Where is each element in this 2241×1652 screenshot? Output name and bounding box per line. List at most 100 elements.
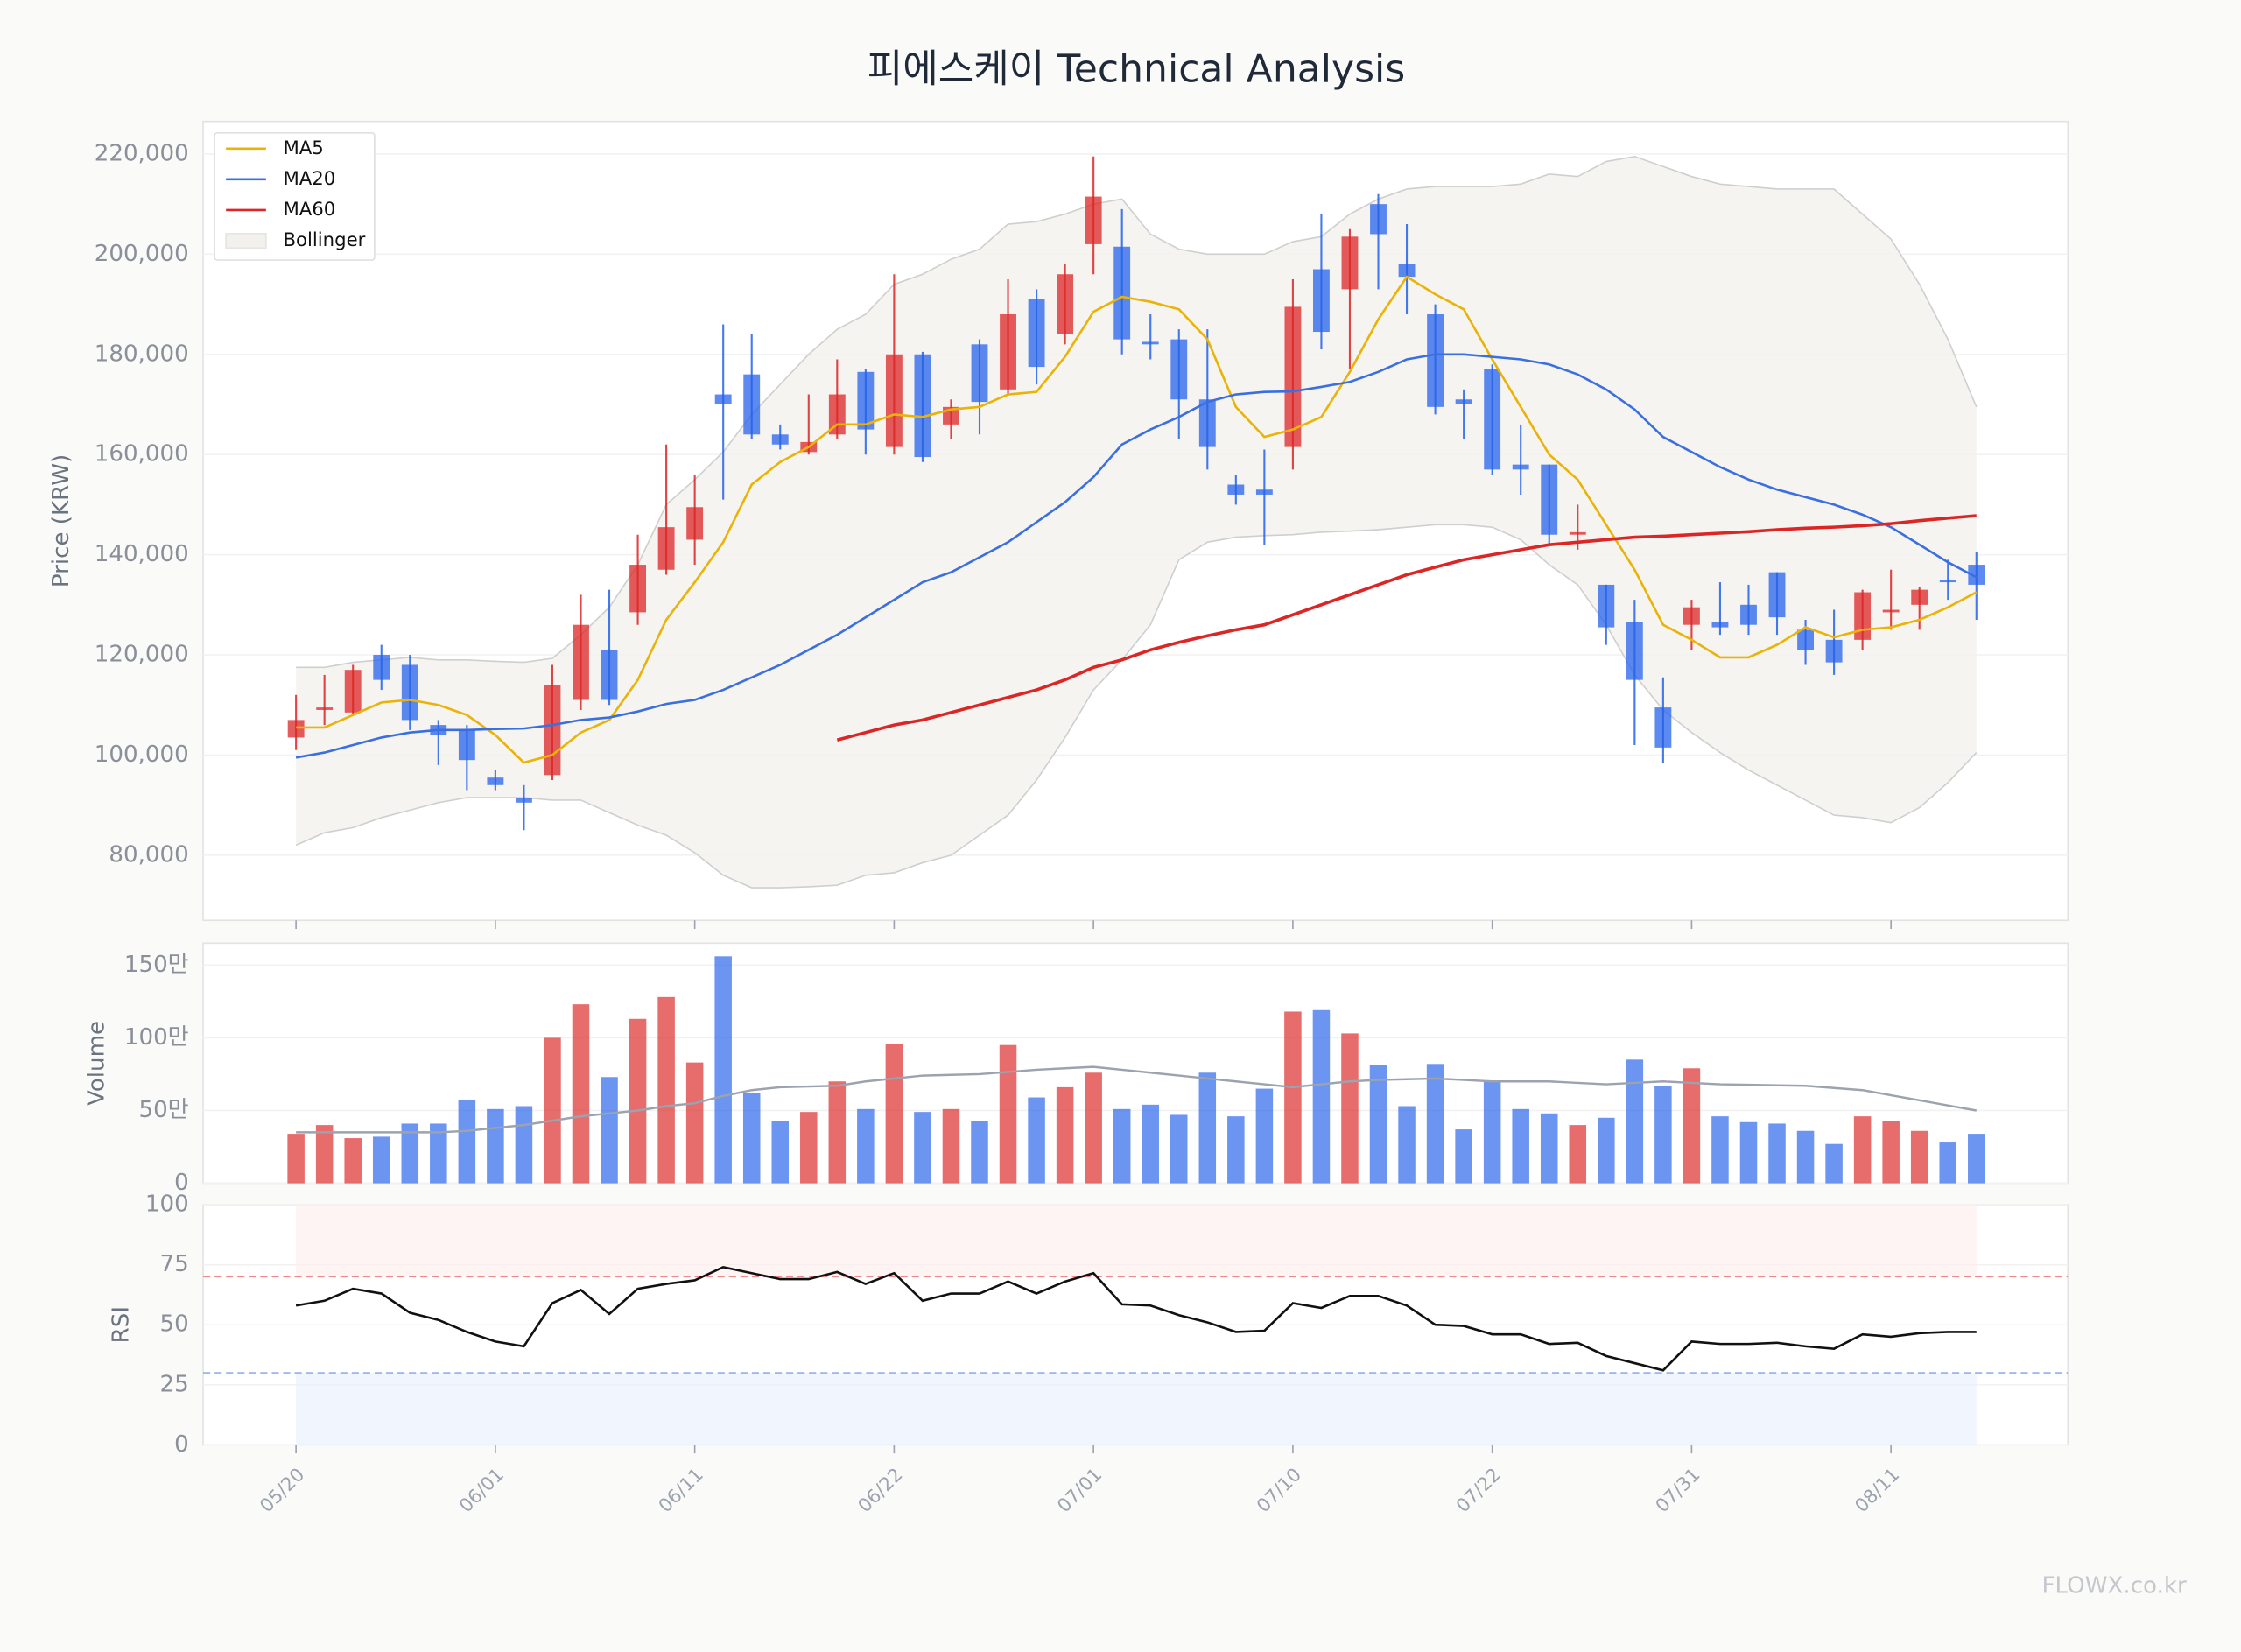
ma-line — [296, 275, 1978, 764]
y-tick-label: 25 — [159, 1371, 188, 1397]
volume-bar — [1569, 1125, 1587, 1184]
volume-bar — [1796, 1130, 1815, 1184]
oversold-zone — [296, 1373, 1977, 1445]
volume-bar — [1654, 1086, 1672, 1184]
volume-bar — [372, 1136, 390, 1184]
candle-body — [629, 565, 647, 613]
volume-bar — [1369, 1065, 1387, 1184]
candle-body — [1654, 707, 1672, 748]
candle-body — [1227, 484, 1245, 495]
volume-bar — [1056, 1086, 1074, 1184]
candle-body — [1711, 622, 1729, 628]
chart-title: 피에스케이 Technical Analysis — [868, 47, 1406, 92]
bollinger-band — [296, 156, 1977, 889]
volume-bar — [1910, 1130, 1928, 1184]
candle-body — [515, 798, 532, 803]
candle-body — [771, 434, 789, 445]
ma-line — [295, 353, 1978, 759]
volume-bar — [1455, 1129, 1472, 1184]
candle-body — [373, 655, 390, 680]
candle-body — [601, 650, 618, 700]
ma-line — [836, 514, 1977, 742]
volume-bar — [1028, 1097, 1045, 1184]
volume-bar — [1512, 1108, 1529, 1184]
volume-bar — [544, 1037, 561, 1184]
y-tick-label: 180,000 — [95, 341, 189, 367]
legend-box — [214, 131, 376, 261]
volume-bar — [714, 956, 732, 1184]
volume-bar — [1882, 1121, 1900, 1184]
volume-bar — [1939, 1142, 1957, 1184]
candle-body — [1341, 236, 1359, 290]
candle-body — [1427, 314, 1444, 407]
y-tick-label: 140,000 — [95, 541, 189, 567]
volume-bar — [629, 1018, 647, 1184]
volume-bar — [1739, 1121, 1758, 1184]
y-tick-label: 220,000 — [95, 140, 189, 166]
volume-bar — [601, 1077, 618, 1184]
volume-bar — [1170, 1114, 1188, 1184]
volume-bar — [1398, 1106, 1416, 1184]
volume-bar — [1711, 1116, 1729, 1184]
volume-bar — [1626, 1059, 1644, 1184]
candle-body — [1000, 314, 1016, 390]
y-tick-label: 200,000 — [95, 241, 189, 267]
overbought-zone — [296, 1205, 1977, 1277]
candle-body — [1113, 246, 1131, 340]
y-tick-label: 0 — [174, 1170, 189, 1196]
candle-body — [1255, 489, 1273, 495]
volume-bar — [515, 1106, 533, 1184]
volume-bar — [1142, 1104, 1159, 1184]
candle-body — [1313, 269, 1330, 333]
volume-bar — [1853, 1116, 1872, 1184]
volume-bar — [572, 1004, 590, 1184]
volume-bar — [1540, 1113, 1558, 1184]
y-axis-label: RSI — [108, 1306, 134, 1343]
y-tick-label: 100,000 — [95, 742, 189, 768]
y-axis-label: Price (KRW) — [48, 454, 74, 587]
y-tick-label: 50만 — [138, 1097, 188, 1123]
volume-bar — [430, 1123, 447, 1184]
y-tick-label: 0 — [174, 1431, 189, 1458]
volume-bar — [487, 1108, 504, 1184]
candle-body — [1797, 629, 1814, 650]
candle-body — [1768, 572, 1786, 618]
bollinger-lower — [295, 524, 1978, 889]
legend-label: MA60 — [283, 199, 335, 221]
volume-bar — [885, 1044, 903, 1184]
candle-body — [1484, 369, 1501, 470]
legend-label: MA20 — [283, 168, 335, 190]
y-axis-label: Volume — [84, 1021, 110, 1106]
candle-body — [1085, 196, 1102, 244]
volume-bar — [942, 1108, 960, 1184]
candle-body — [458, 729, 475, 761]
volume-bar — [685, 1062, 704, 1184]
panel — [202, 942, 2069, 1185]
candle-body — [1854, 592, 1872, 640]
volume-bar — [800, 1112, 818, 1184]
legend-label: Bollinger — [283, 229, 365, 251]
candle-body — [401, 664, 418, 721]
candle-body — [971, 344, 988, 403]
candle-body — [1170, 339, 1188, 400]
candle-body — [1825, 639, 1843, 663]
volume-bar — [857, 1108, 875, 1184]
rsi-line — [295, 1266, 1977, 1372]
candle-body — [1541, 464, 1558, 535]
candle-body — [885, 354, 903, 447]
volume-bar — [1968, 1134, 1985, 1184]
candle-body — [1911, 589, 1928, 605]
candle-body — [914, 354, 931, 458]
legend-label: MA5 — [283, 137, 323, 159]
volume-bar — [344, 1138, 362, 1184]
volume-bar — [1227, 1116, 1245, 1184]
volume-bar — [1255, 1088, 1274, 1184]
y-tick-label: 75 — [159, 1251, 188, 1277]
candle-body — [573, 624, 589, 700]
candle-body — [1968, 565, 1985, 585]
legend-swatch — [225, 233, 267, 250]
candle-body — [1284, 306, 1302, 447]
candle-body — [657, 527, 675, 570]
candle-body — [344, 670, 362, 713]
